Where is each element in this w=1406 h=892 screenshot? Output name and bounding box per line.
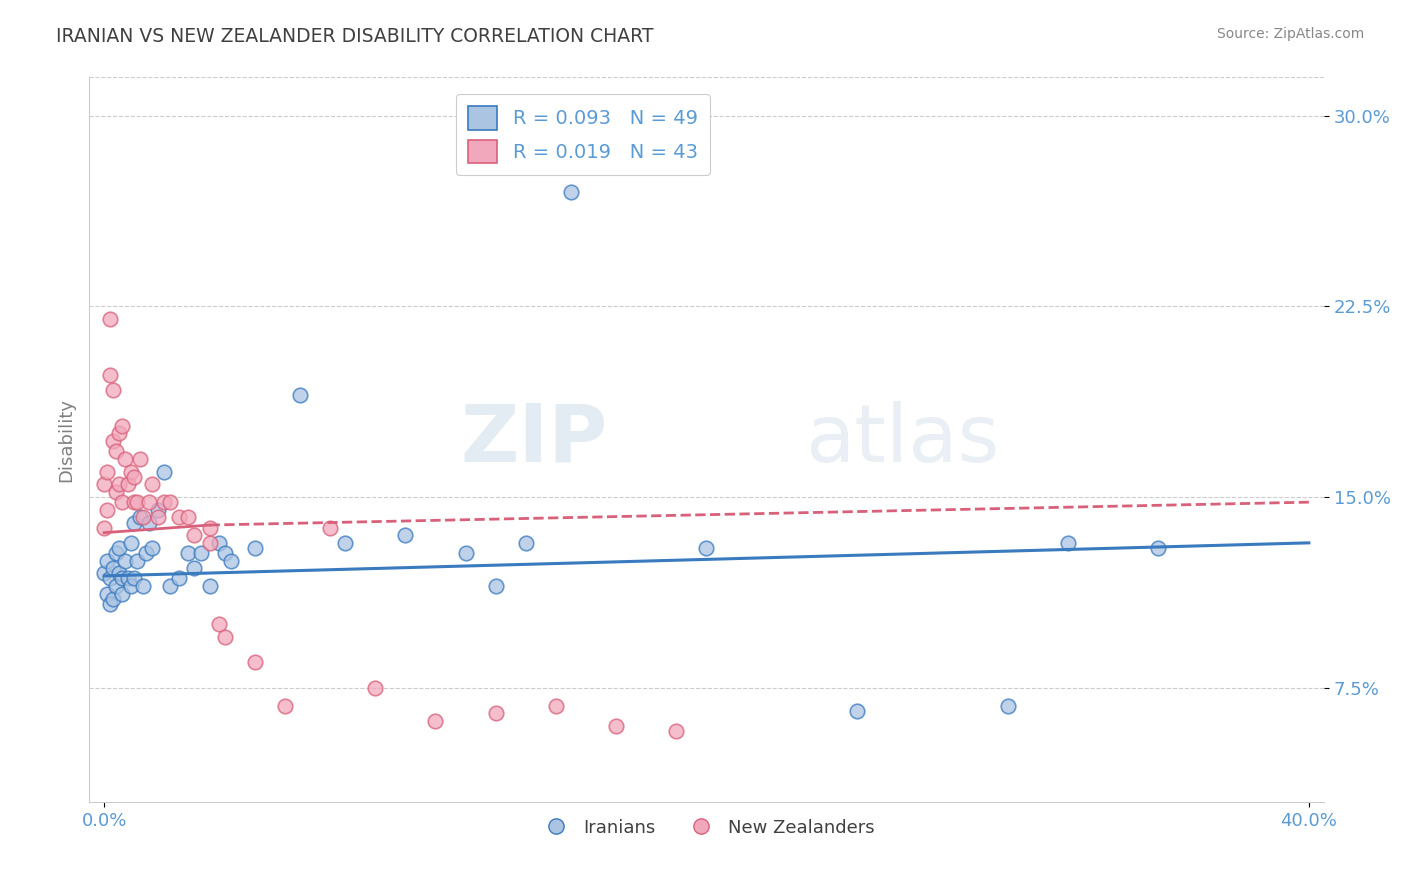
- Point: [183, 561, 205, 575]
- Point: [695, 541, 717, 555]
- Point: [120, 536, 142, 550]
- Point: [122, 516, 145, 530]
- Point: [93, 477, 115, 491]
- Point: [105, 546, 128, 560]
- Point: [127, 495, 149, 509]
- Point: [190, 546, 212, 560]
- Point: [120, 465, 142, 479]
- Point: [153, 495, 176, 509]
- Point: [148, 510, 170, 524]
- Point: [98, 572, 121, 586]
- Point: [105, 579, 128, 593]
- Point: [159, 495, 181, 509]
- Point: [214, 630, 236, 644]
- Text: IRANIAN VS NEW ZEALANDER DISABILITY CORRELATION CHART: IRANIAN VS NEW ZEALANDER DISABILITY CORR…: [56, 27, 654, 45]
- Point: [319, 520, 342, 534]
- Legend: Iranians, New Zealanders: Iranians, New Zealanders: [531, 812, 882, 844]
- Point: [153, 465, 176, 479]
- Point: [198, 536, 221, 550]
- Point: [138, 516, 160, 530]
- Point: [101, 561, 124, 575]
- Point: [544, 698, 567, 713]
- Point: [98, 368, 121, 382]
- Point: [198, 520, 221, 534]
- Point: [117, 477, 139, 491]
- Point: [846, 704, 869, 718]
- Text: atlas: atlas: [806, 401, 1000, 479]
- Point: [96, 503, 118, 517]
- Point: [665, 724, 688, 739]
- Point: [605, 719, 627, 733]
- Point: [114, 554, 136, 568]
- Y-axis label: Disability: Disability: [58, 398, 75, 482]
- Point: [101, 384, 124, 398]
- Point: [454, 546, 477, 560]
- Point: [93, 566, 115, 581]
- Point: [560, 185, 582, 199]
- Point: [425, 714, 447, 728]
- Point: [117, 572, 139, 586]
- Point: [122, 469, 145, 483]
- Point: [219, 554, 242, 568]
- Point: [111, 572, 134, 586]
- Point: [98, 312, 121, 326]
- Point: [288, 388, 311, 402]
- Point: [114, 451, 136, 466]
- Point: [105, 444, 128, 458]
- Point: [159, 579, 181, 593]
- Point: [108, 566, 131, 581]
- Point: [96, 465, 118, 479]
- Point: [141, 477, 163, 491]
- Point: [108, 477, 131, 491]
- Point: [169, 572, 191, 586]
- Point: [96, 587, 118, 601]
- Point: [207, 536, 229, 550]
- Point: [169, 510, 191, 524]
- Point: [101, 434, 124, 449]
- Point: [122, 495, 145, 509]
- Point: [111, 418, 134, 433]
- Point: [243, 541, 266, 555]
- Point: [177, 546, 200, 560]
- Point: [135, 546, 157, 560]
- Point: [105, 485, 128, 500]
- Point: [515, 536, 537, 550]
- Point: [394, 528, 416, 542]
- Point: [1147, 541, 1170, 555]
- Point: [122, 572, 145, 586]
- Point: [120, 579, 142, 593]
- Point: [198, 579, 221, 593]
- Point: [108, 541, 131, 555]
- Point: [129, 451, 152, 466]
- Point: [127, 554, 149, 568]
- Point: [1057, 536, 1080, 550]
- Point: [108, 426, 131, 441]
- Point: [93, 520, 115, 534]
- Point: [333, 536, 356, 550]
- Point: [111, 495, 134, 509]
- Point: [138, 495, 160, 509]
- Point: [243, 656, 266, 670]
- Point: [98, 597, 121, 611]
- Point: [132, 579, 155, 593]
- Point: [183, 528, 205, 542]
- Point: [177, 510, 200, 524]
- Point: [101, 591, 124, 606]
- Point: [96, 554, 118, 568]
- Point: [141, 541, 163, 555]
- Point: [485, 706, 508, 721]
- Point: [997, 698, 1019, 713]
- Point: [132, 510, 155, 524]
- Point: [148, 503, 170, 517]
- Text: Source: ZipAtlas.com: Source: ZipAtlas.com: [1216, 27, 1364, 41]
- Point: [274, 698, 297, 713]
- Point: [485, 579, 508, 593]
- Point: [214, 546, 236, 560]
- Point: [207, 617, 229, 632]
- Point: [364, 681, 387, 695]
- Text: ZIP: ZIP: [460, 401, 607, 479]
- Point: [129, 510, 152, 524]
- Point: [111, 587, 134, 601]
